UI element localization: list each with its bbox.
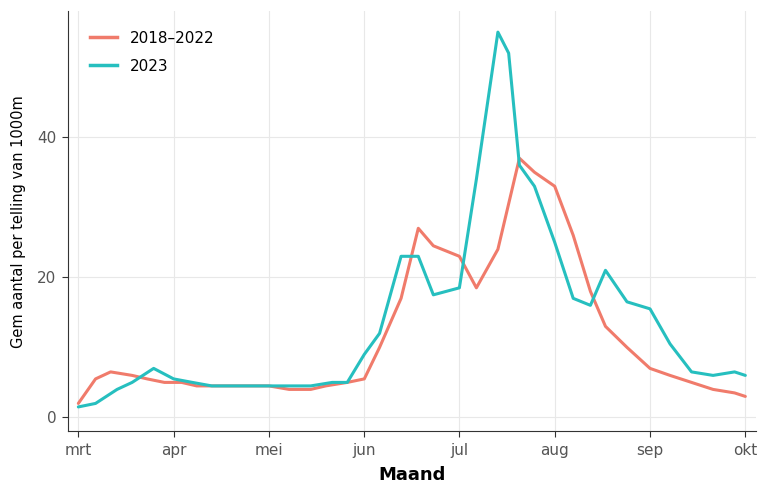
2018-2022 <box>730 390 739 396</box>
2018-2022 <box>568 232 578 238</box>
2018-2022 <box>160 380 169 386</box>
2023 <box>429 292 438 298</box>
Legend: 2018–2022, 2023: 2018–2022, 2023 <box>82 23 222 82</box>
2018-2022 <box>128 372 137 378</box>
2023 <box>730 369 739 375</box>
2018-2022 <box>177 380 186 386</box>
2018-2022 <box>192 383 201 389</box>
2018-2022 <box>550 183 559 189</box>
2023 <box>472 176 481 182</box>
2018-2022 <box>741 394 750 399</box>
2023 <box>224 383 233 389</box>
2018-2022 <box>375 345 384 350</box>
Line: 2023: 2023 <box>79 32 745 407</box>
2023 <box>708 372 718 378</box>
2018-2022 <box>455 253 464 259</box>
2023 <box>91 400 100 406</box>
2023 <box>550 239 559 245</box>
2018-2022 <box>343 380 352 386</box>
2018-2022 <box>515 155 524 161</box>
2018-2022 <box>106 369 115 375</box>
2018-2022 <box>74 400 83 406</box>
2023 <box>242 383 251 389</box>
2023 <box>622 299 631 305</box>
2018-2022 <box>429 243 438 249</box>
2018-2022 <box>360 376 369 382</box>
2018-2022 <box>472 285 481 291</box>
2018-2022 <box>213 383 223 389</box>
2018-2022 <box>264 383 273 389</box>
2023 <box>530 183 539 189</box>
2023 <box>169 376 179 382</box>
2023 <box>74 404 83 410</box>
2023 <box>515 162 524 168</box>
2018-2022 <box>494 247 503 252</box>
2018-2022 <box>306 387 316 393</box>
2023 <box>375 330 384 336</box>
2023 <box>207 383 216 389</box>
X-axis label: Maand: Maand <box>378 466 446 484</box>
2018-2022 <box>586 289 595 295</box>
2023 <box>112 387 122 393</box>
Y-axis label: Gem aantal per telling van 1000m: Gem aantal per telling van 1000m <box>11 95 26 347</box>
2023 <box>601 267 610 273</box>
2023 <box>128 380 137 386</box>
2018-2022 <box>397 296 406 301</box>
2018-2022 <box>708 387 718 393</box>
2018-2022 <box>622 345 631 350</box>
2023 <box>149 365 159 371</box>
2023 <box>586 302 595 308</box>
2018-2022 <box>665 372 675 378</box>
2023 <box>285 383 294 389</box>
2018-2022 <box>530 169 539 175</box>
2023 <box>306 383 316 389</box>
2018-2022 <box>687 380 696 386</box>
2018-2022 <box>231 383 240 389</box>
2018-2022 <box>321 383 330 389</box>
2023 <box>645 306 654 312</box>
2023 <box>455 285 464 291</box>
2018-2022 <box>285 387 294 393</box>
Line: 2018-2022: 2018-2022 <box>79 158 745 403</box>
2018-2022 <box>413 225 423 231</box>
2018-2022 <box>142 376 152 382</box>
2018-2022 <box>645 365 654 371</box>
2023 <box>264 383 273 389</box>
2018-2022 <box>91 376 100 382</box>
2023 <box>413 253 423 259</box>
2023 <box>343 380 352 386</box>
2018-2022 <box>246 383 255 389</box>
2023 <box>188 380 197 386</box>
2023 <box>327 380 336 386</box>
2023 <box>568 296 578 301</box>
2023 <box>494 29 503 35</box>
2023 <box>665 341 675 347</box>
2023 <box>397 253 406 259</box>
2023 <box>504 50 514 56</box>
2018-2022 <box>601 323 610 329</box>
2023 <box>741 372 750 378</box>
2023 <box>360 351 369 357</box>
2023 <box>687 369 696 375</box>
